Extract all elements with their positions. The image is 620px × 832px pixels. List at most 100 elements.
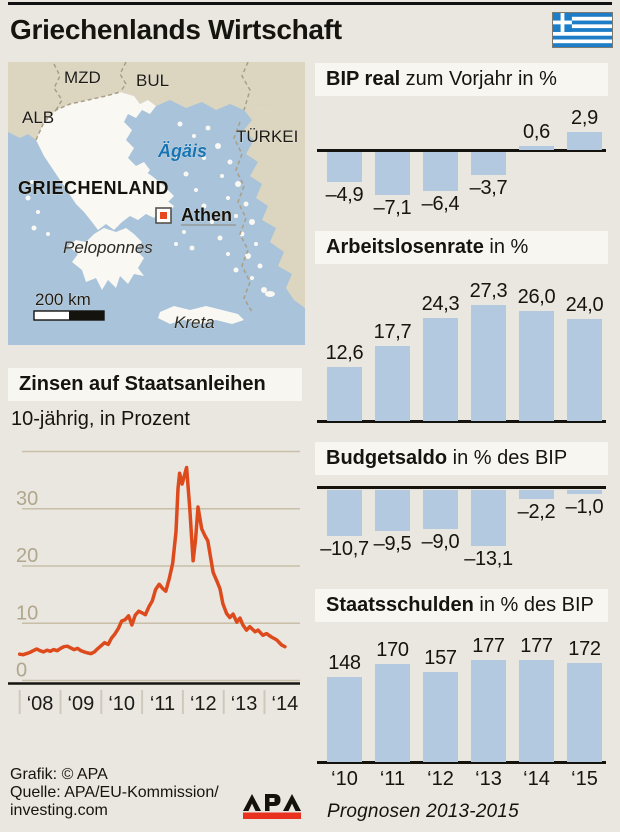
- map-label-bul: BUL: [136, 71, 169, 90]
- map-label-alb: ALB: [22, 108, 54, 127]
- public_debt-year-label: ‘14: [523, 768, 550, 790]
- section-title-rest: in % des BIP: [473, 594, 594, 616]
- public_debt-value-label: 157: [424, 646, 457, 669]
- public_debt-value-label: 177: [472, 635, 505, 658]
- public_debt-value-label: 170: [376, 639, 409, 662]
- greece-flag-icon: [552, 12, 613, 48]
- bond-yield-line: [17, 465, 287, 657]
- x-tick-label: ‘10: [108, 693, 135, 715]
- forecast-note: Prognosen 2013-2015: [327, 801, 519, 822]
- x-tick-label: ‘12: [190, 693, 217, 715]
- map-scale-label: 200 km: [35, 290, 91, 309]
- unemployment-value-label: 24,0: [565, 294, 604, 316]
- public_debt-bar: [375, 664, 410, 762]
- budget_balance-value-label: –9,0: [421, 530, 460, 553]
- unemployment-bar: [327, 367, 362, 421]
- map-land-north: [8, 62, 305, 140]
- budget_balance-bar: [519, 490, 554, 500]
- section-title-rest: zum Vorjahr in %: [400, 68, 557, 90]
- gdp_real-bar: [423, 152, 458, 192]
- budget_balance-value-label: –9,5: [373, 532, 412, 555]
- unemployment-bar-chart: 12,6 17,7 24,3 27,3 26,0 24,0: [315, 270, 608, 435]
- public_debt-value-label: 177: [520, 635, 553, 658]
- gdp_real-bar: [519, 146, 554, 150]
- top-rule: [8, 2, 612, 5]
- apa-logo: [243, 794, 301, 819]
- budget_balance-bar: [423, 490, 458, 529]
- budget_balance-bar: [327, 490, 362, 536]
- y-tick-label: 30: [16, 488, 38, 510]
- x-tick-label: ‘14: [272, 693, 299, 715]
- y-tick-label: 20: [16, 545, 38, 567]
- gdp_real-bar: [471, 152, 506, 175]
- section-title-rest: in %: [483, 236, 529, 258]
- athens-marker: [155, 207, 172, 224]
- budget_balance-value-label: –13,1: [464, 548, 513, 571]
- section-header-budget: Budgetsaldo in % des BIP: [315, 442, 608, 475]
- unemployment-value-label: 12,6: [325, 342, 364, 365]
- bond-yield-line-chart: 0 10 20 30 ‘08 ‘09 ‘10 ‘11 ‘12 ‘13 ‘14: [8, 450, 300, 715]
- map-label-tuerkei: TÜRKEI: [236, 127, 298, 146]
- public_debt-bar: [567, 663, 602, 762]
- footer-source-line2: investing.com: [10, 802, 108, 819]
- section-title-bold: Staatsschulden: [326, 594, 474, 616]
- gdp-bar-chart: –4,9 –7,1 –6,4 –3,7 0,6 2,9: [315, 100, 608, 235]
- footer-source-line1: Quelle: APA/EU-Kommission/: [10, 784, 219, 801]
- map-borders: [35, 62, 253, 313]
- public_debt-year-label: ‘11: [379, 768, 406, 790]
- budget_balance-bar: [471, 490, 506, 547]
- public_debt-value-label: 148: [328, 651, 361, 674]
- public_debt-bar: [519, 660, 554, 762]
- budget_balance-bar: [567, 490, 602, 495]
- map-island-crete: [158, 306, 244, 324]
- x-tick-label: ‘13: [231, 693, 258, 715]
- map-land-turkey: [244, 96, 305, 308]
- section-header-unemployment: Arbeitslosenrate in %: [315, 231, 608, 264]
- budget-bar-chart: –10,7 –9,5 –9,0 –13,1 –2,2 –1,0: [315, 480, 608, 585]
- unemployment-value-label: 26,0: [517, 285, 556, 308]
- gdp_real-value-label: –6,4: [421, 193, 460, 216]
- public_debt-bar: [423, 671, 458, 762]
- unemployment-bar: [519, 310, 554, 421]
- map-label-griechenland: GRIECHENLAND: [18, 178, 169, 198]
- section-title-bold: Budgetsaldo: [326, 447, 448, 469]
- map-label-peloponnes: Peloponnes: [63, 238, 153, 257]
- map-label-kreta: Kreta: [174, 313, 215, 332]
- unemployment-baseline: [317, 420, 606, 423]
- unemployment-value-label: 17,7: [373, 320, 412, 343]
- page-title: Griechenlands Wirtschaft: [10, 14, 342, 45]
- x-tick-label: ‘09: [68, 693, 95, 715]
- map-label-aegean-sea: Ägäis: [157, 141, 207, 161]
- debt-bar-chart: 148 ‘10 170 ‘11 157 ‘12 177 ‘13 177 ‘14 172 ‘15: [315, 630, 608, 795]
- x-tick-label: ‘11: [150, 693, 175, 715]
- public_debt-value-label: 172: [568, 638, 601, 661]
- section-title-rest: in % des BIP: [447, 447, 568, 469]
- public_debt-year-label: ‘12: [427, 768, 454, 790]
- y-tick-label: 0: [16, 660, 27, 682]
- bond-chart-subtitle: 10-jährig, in Prozent: [11, 408, 190, 430]
- gdp-zero-line: [317, 149, 606, 152]
- x-tick-label: ‘08: [27, 693, 54, 715]
- footer-credit: Grafik: © APA: [10, 766, 108, 783]
- map-label-mzd: MZD: [64, 68, 101, 87]
- section-title-bold: Arbeitslosenrate: [326, 236, 484, 258]
- public_debt-year-label: ‘13: [475, 768, 502, 790]
- unemployment-bar: [423, 317, 458, 421]
- section-title: Zinsen auf Staatsanleihen: [19, 373, 266, 395]
- budget_balance-value-label: –10,7: [320, 538, 369, 560]
- unemployment-value-label: 27,3: [469, 279, 508, 302]
- budget-zero-line: [317, 486, 606, 489]
- map-land-peloponnes: [68, 228, 144, 290]
- map-label-athen: Athen: [181, 205, 232, 225]
- y-tick-label: 10: [16, 602, 38, 624]
- map-scale-bar: [33, 310, 105, 321]
- public_debt-year-label: ‘10: [331, 768, 358, 790]
- section-header-gdp: BIP real zum Vorjahr in %: [315, 63, 608, 96]
- gdp_real-bar: [567, 132, 602, 150]
- greece-map: MZD BUL ALB TÜRKEI Ägäis GRIECHENLAND At…: [8, 62, 305, 345]
- budget_balance-value-label: –1,0: [565, 496, 604, 519]
- public_debt-year-label: ‘15: [571, 768, 598, 790]
- map-land-greece: [36, 92, 174, 230]
- budget_balance-value-label: –2,2: [517, 501, 556, 524]
- unemployment-bar: [567, 319, 602, 421]
